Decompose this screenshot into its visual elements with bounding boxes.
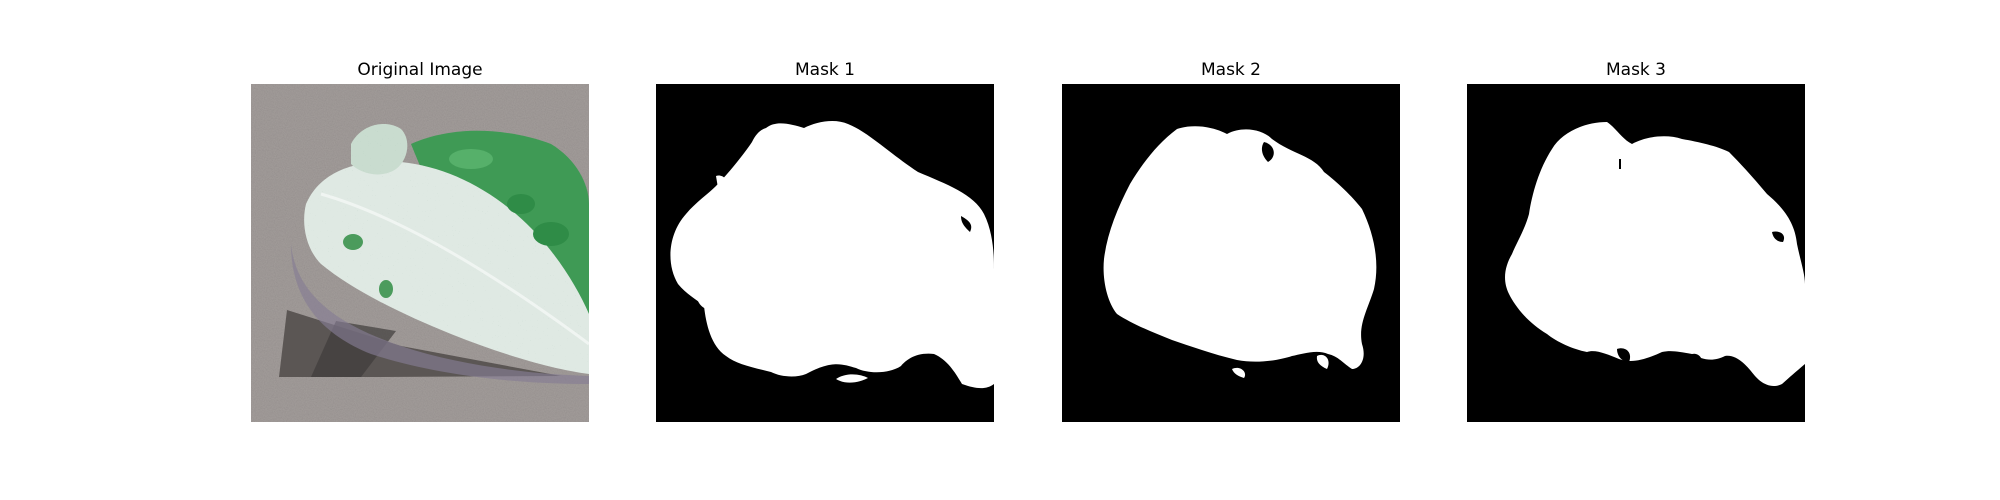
mask-3-image xyxy=(1467,84,1805,422)
panel-title-mask-1: Mask 1 xyxy=(794,60,855,80)
panel-title-original-image: Original Image xyxy=(357,60,483,80)
mask-2-image xyxy=(1062,84,1400,422)
original-image xyxy=(251,84,589,422)
panel-title-mask-2: Mask 2 xyxy=(1200,60,1261,80)
panel-title-mask-3: Mask 3 xyxy=(1605,60,1666,80)
mask-1-image xyxy=(656,84,994,422)
